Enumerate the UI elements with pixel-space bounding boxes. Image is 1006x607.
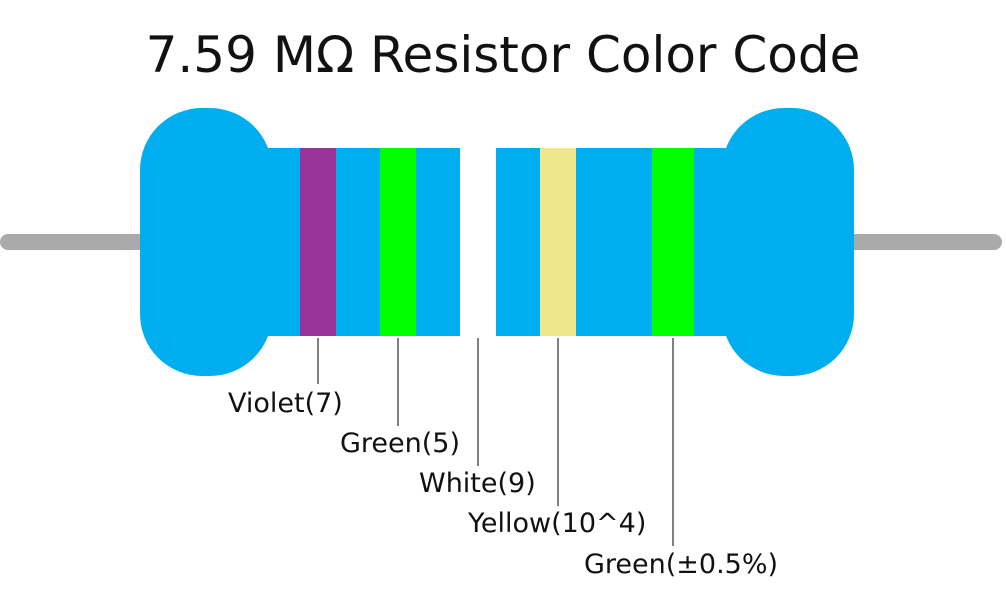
band-5 xyxy=(652,148,694,336)
band-2 xyxy=(380,148,416,336)
band-3 xyxy=(460,148,496,336)
band-label-1: Violet(7) xyxy=(228,388,343,419)
band-1 xyxy=(300,148,336,336)
diagram-title: 7.59 MΩ Resistor Color Code xyxy=(145,26,861,84)
band-4 xyxy=(540,148,576,336)
resistor-body xyxy=(140,108,854,376)
band-label-4: Yellow(10^4) xyxy=(468,508,647,539)
band-label-2: Green(5) xyxy=(340,428,461,459)
band-label-3: White(9) xyxy=(419,468,536,499)
band-label-5: Green(±0.5%) xyxy=(584,549,779,580)
